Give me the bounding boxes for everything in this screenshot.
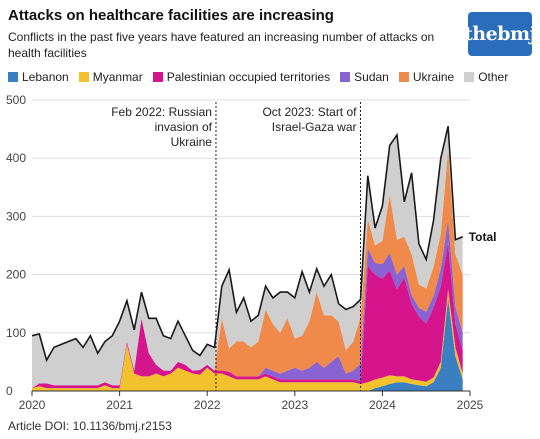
x-tick-label: 2023 (281, 398, 308, 412)
y-tick-label: 300 (6, 209, 26, 223)
legend-label: Lebanon (22, 70, 69, 84)
area-series-myanmar (32, 289, 463, 391)
annotation-text: Feb 2022: Russian invasion of Ukraine (111, 105, 212, 149)
x-tick-label: 2024 (369, 398, 396, 412)
x-tick-label: 2020 (19, 398, 46, 412)
chart-title: Attacks on healthcare facilities are inc… (8, 7, 334, 24)
legend-swatch (78, 72, 89, 82)
legend-label: Palestinian occupied territories (166, 70, 331, 84)
annotation-line-text: Feb 2022: Russian (111, 105, 212, 119)
legend-item-palestinian-occupied-territories: Palestinian occupied territories (152, 70, 331, 84)
x-tick-label: 2021 (106, 398, 133, 412)
x-tick-label: 2022 (194, 398, 221, 412)
legend-swatch (8, 72, 18, 82)
article-doi: Article DOI: 10.1136/bmj.r2153 (8, 419, 172, 433)
annotation-line-text: invasion of (155, 120, 213, 134)
legend-label: Myanmar (92, 70, 143, 84)
y-tick-label: 400 (6, 151, 26, 165)
y-tick-label: 0 (6, 384, 13, 398)
annotation-line-text: Israel-Gaza war (272, 120, 357, 134)
area-chart: 0 100 200 300 400 500 Total 2020 2021 2022 2023 202… (6, 93, 497, 412)
legend-label: Ukraine (412, 70, 455, 84)
total-line (31, 126, 463, 363)
legend-label: Other (478, 70, 509, 84)
legend-item-ukraine: Ukraine (398, 70, 455, 84)
y-tick-label: 100 (6, 326, 26, 340)
total-label: Total (469, 230, 497, 244)
x-tick-label: 2025 (457, 398, 484, 412)
legend-label: Sudan (354, 70, 389, 84)
y-tick-label: 200 (6, 268, 26, 282)
legend-swatch (152, 72, 163, 82)
legend-swatch (340, 72, 351, 82)
y-tick-label: 500 (6, 93, 26, 107)
legend-item-myanmar: Myanmar (78, 70, 143, 84)
legend-swatch (398, 72, 409, 82)
annotation-text: Oct 2023: Start of Israel-Gaza war (262, 105, 357, 134)
chart-legend: Lebanon Myanmar Palestinian occupied terri… (8, 68, 538, 86)
area-series-palestinian-occupied-territories (32, 242, 463, 389)
legend-item-sudan: Sudan (340, 70, 389, 84)
legend-swatch (464, 72, 475, 82)
annotation-line-text: Ukraine (171, 135, 213, 149)
legend-item-lebanon: Lebanon (8, 70, 69, 84)
bmj-logo: thebmj (464, 12, 536, 56)
annotation-line-text: Oct 2023: Start of (262, 105, 357, 119)
legend-item-other: Other (464, 70, 508, 84)
chart-subtitle: Conflicts in the past five years have fe… (8, 30, 435, 60)
area-series-other (32, 126, 463, 389)
